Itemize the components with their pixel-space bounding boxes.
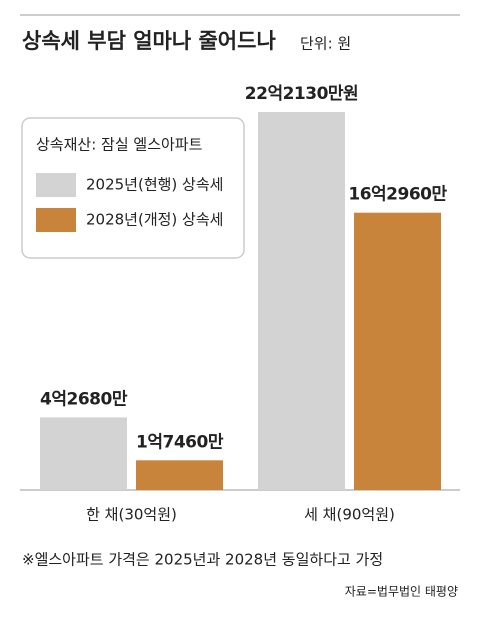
bar bbox=[354, 212, 441, 491]
footnote: ※엘스아파트 가격은 2025년과 2028년 동일하다고 가정 bbox=[22, 551, 383, 569]
value-label: 4억2680만 bbox=[40, 389, 128, 409]
bar bbox=[258, 112, 345, 490]
x-tick-label: 세 채(90억원) bbox=[304, 506, 395, 524]
x-tick-label: 한 채(30억원) bbox=[86, 506, 177, 524]
value-label: 22억2130만원 bbox=[245, 84, 358, 104]
bar bbox=[136, 460, 223, 490]
legend-title: 상속재산: 잠실 엘스아파트 bbox=[36, 136, 203, 154]
legend-label: 2025년(현행) 상속세 bbox=[86, 176, 223, 194]
legend-label: 2028년(개정) 상속세 bbox=[86, 211, 223, 229]
value-label: 16억2960만 bbox=[348, 185, 447, 205]
value-label: 1억7460만 bbox=[136, 432, 224, 452]
legend-box bbox=[21, 117, 245, 259]
chart-subtitle: 단위: 원 bbox=[300, 35, 351, 53]
legend-swatch bbox=[36, 208, 76, 232]
bar bbox=[40, 417, 127, 490]
chart-title: 상속세 부담 얼마나 줄어드나 bbox=[22, 29, 276, 53]
legend-swatch bbox=[36, 173, 76, 197]
source: 자료=법무법인 태평양 bbox=[345, 585, 458, 599]
